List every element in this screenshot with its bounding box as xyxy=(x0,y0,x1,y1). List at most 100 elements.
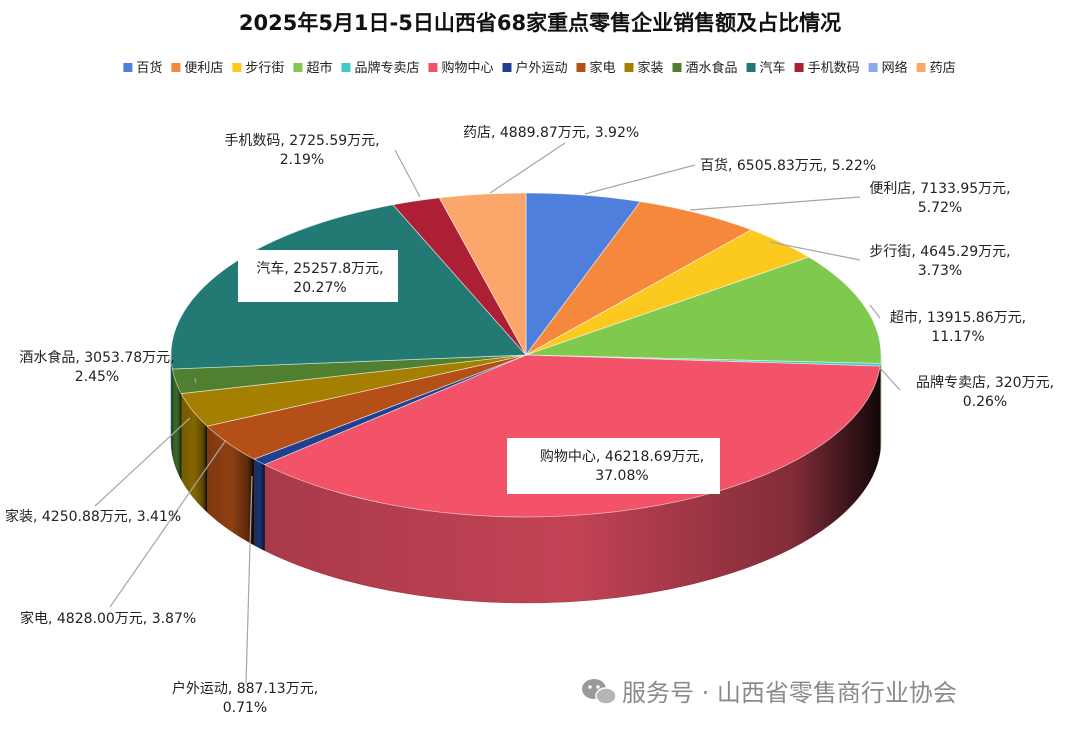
legend-item: 品牌专卖店 xyxy=(341,60,419,76)
pie-side-shading xyxy=(181,393,208,513)
data-label-酒水食品: 酒水食品, 3053.78万元, 2.45% xyxy=(19,349,174,385)
data-label-汽车: 汽车, 25257.8万元, 20.27% xyxy=(238,250,398,302)
legend-item: 步行街 xyxy=(232,61,284,76)
data-label-text: 汽车, 25257.8万元, xyxy=(256,260,383,277)
data-label-box xyxy=(507,438,720,494)
data-label-手机数码: 手机数码, 2725.59万元, 2.19% xyxy=(224,133,379,168)
legend-swatch xyxy=(794,63,804,72)
legend-item: 家电 xyxy=(576,60,616,76)
pie-slice-超市 xyxy=(525,256,882,364)
leader-line-家电 xyxy=(109,439,227,608)
data-label-text: 百货, 6505.83万元, 5.22% xyxy=(700,157,876,174)
data-label-家电: 家电, 4828.00万元, 3.87% xyxy=(20,610,196,627)
data-label-百货: 百货, 6505.83万元, 5.22% xyxy=(700,157,876,174)
data-label-percent: 5.72% xyxy=(918,200,962,216)
legend-swatch xyxy=(428,63,438,72)
data-label-购物中心: 购物中心, 46218.69万元, 37.08% xyxy=(507,438,720,494)
pie-sides xyxy=(170,354,882,604)
leader-line-便利店 xyxy=(689,196,861,211)
leader-line-手机数码 xyxy=(394,149,421,198)
leader-line-品牌专卖店 xyxy=(879,367,901,391)
legend-swatch xyxy=(746,63,756,72)
data-label-percent: 2.19% xyxy=(280,152,324,168)
data-label-户外运动: 户外运动, 887.13万元, 0.71% xyxy=(172,680,318,716)
legend-item: 手机数码 xyxy=(794,61,860,76)
legend-label: 家装 xyxy=(638,60,664,76)
data-label-家装: 家装, 4250.88万元, 3.41% xyxy=(5,508,181,525)
legend-label: 品牌专卖店 xyxy=(354,60,419,76)
legend-label: 百货 xyxy=(136,60,162,76)
pie-slice-购物中心 xyxy=(263,354,881,518)
data-label-超市: 超市, 13915.86万元, 11.17% xyxy=(890,309,1026,345)
data-label-便利店: 便利店, 7133.95万元, 5.72% xyxy=(869,181,1010,216)
legend-item: 汽车 xyxy=(746,60,786,76)
legend-label: 购物中心 xyxy=(441,60,493,76)
watermark-text: 服务号 · 山西省零售商行业协会 xyxy=(622,679,957,707)
legend-swatch xyxy=(171,63,181,72)
legend-swatch xyxy=(624,63,634,72)
label-leader-lines xyxy=(94,142,901,685)
legend-label: 便利店 xyxy=(184,61,223,76)
watermark: 服务号 · 山西省零售商行业协会 xyxy=(582,679,957,707)
leader-line-百货 xyxy=(584,164,696,195)
pie-side-shading xyxy=(254,459,265,551)
legend-swatch xyxy=(232,63,242,72)
pie-side-shading xyxy=(171,355,173,455)
legend-label: 手机数码 xyxy=(808,61,860,76)
legend-item: 户外运动 xyxy=(502,60,568,76)
legend-label: 户外运动 xyxy=(515,60,567,76)
legend-label: 酒水食品 xyxy=(686,60,738,76)
pie-side-shading xyxy=(264,366,881,603)
data-labels: 百货, 6505.83万元, 5.22% 便利店, 7133.95万元, 5.72%… xyxy=(5,125,1054,716)
legend-label: 步行街 xyxy=(245,61,284,76)
data-label-text: 便利店, 7133.95万元, xyxy=(869,181,1010,197)
leader-line-酒水食品 xyxy=(194,377,197,384)
legend-item: 便利店 xyxy=(171,61,223,76)
legend-label: 超市 xyxy=(306,60,332,76)
legend-item: 百货 xyxy=(123,60,162,76)
data-label-text: 购物中心, 46218.69万元, xyxy=(540,449,704,465)
data-label-text: 步行街, 4645.29万元, xyxy=(869,244,1010,260)
legend-swatch xyxy=(672,63,682,72)
legend-swatch xyxy=(341,63,351,72)
pie-side-shading xyxy=(172,368,182,480)
pie-slice-药店 xyxy=(438,192,527,356)
leader-line-步行街 xyxy=(769,241,861,261)
data-label-percent: 11.17% xyxy=(931,329,984,345)
pie-slice-便利店 xyxy=(525,201,753,356)
legend-item: 药店 xyxy=(916,61,956,76)
legend-item: 家装 xyxy=(624,60,664,76)
data-label-步行街: 步行街, 4645.29万元, 3.73% xyxy=(869,244,1010,279)
data-label-text: 酒水食品, 3053.78万元, xyxy=(19,349,174,366)
legend-label: 家电 xyxy=(590,60,616,76)
legend-item: 网络 xyxy=(868,60,908,76)
data-label-percent: 20.27% xyxy=(293,280,346,296)
legend-swatch xyxy=(868,63,878,72)
data-label-percent: 2.45% xyxy=(75,369,119,385)
legend-swatch xyxy=(916,63,926,72)
data-label-text: 药店, 4889.87万元, 3.92% xyxy=(463,125,639,141)
legend-item: 购物中心 xyxy=(428,60,493,76)
legend-swatch xyxy=(123,63,133,72)
data-label-percent: 0.71% xyxy=(223,700,267,716)
data-label-text: 家装, 4250.88万元, 3.41% xyxy=(5,508,181,525)
legend-swatch xyxy=(293,63,303,72)
leader-line-超市 xyxy=(869,304,881,319)
legend-swatch xyxy=(502,63,512,72)
data-label-percent: 3.73% xyxy=(918,263,962,279)
legend-item: 超市 xyxy=(293,60,332,76)
legend-swatch xyxy=(576,63,586,72)
data-label-box xyxy=(238,250,398,302)
data-label-text: 超市, 13915.86万元, xyxy=(890,309,1026,326)
chart-title: 2025年5月1日-5日山西省68家重点零售企业销售额及占比情况 xyxy=(239,11,841,35)
leader-line-药店 xyxy=(489,142,566,194)
leader-line-家装 xyxy=(94,417,191,507)
data-label-药店: 药店, 4889.87万元, 3.92% xyxy=(463,125,639,141)
wechat-icon xyxy=(582,679,617,705)
legend-label: 汽车 xyxy=(760,60,786,76)
legend-label: 药店 xyxy=(930,61,956,76)
data-label-text: 户外运动, 887.13万元, xyxy=(172,680,318,697)
legend-item: 酒水食品 xyxy=(672,60,738,76)
data-label-text: 品牌专卖店, 320万元, xyxy=(916,374,1054,391)
